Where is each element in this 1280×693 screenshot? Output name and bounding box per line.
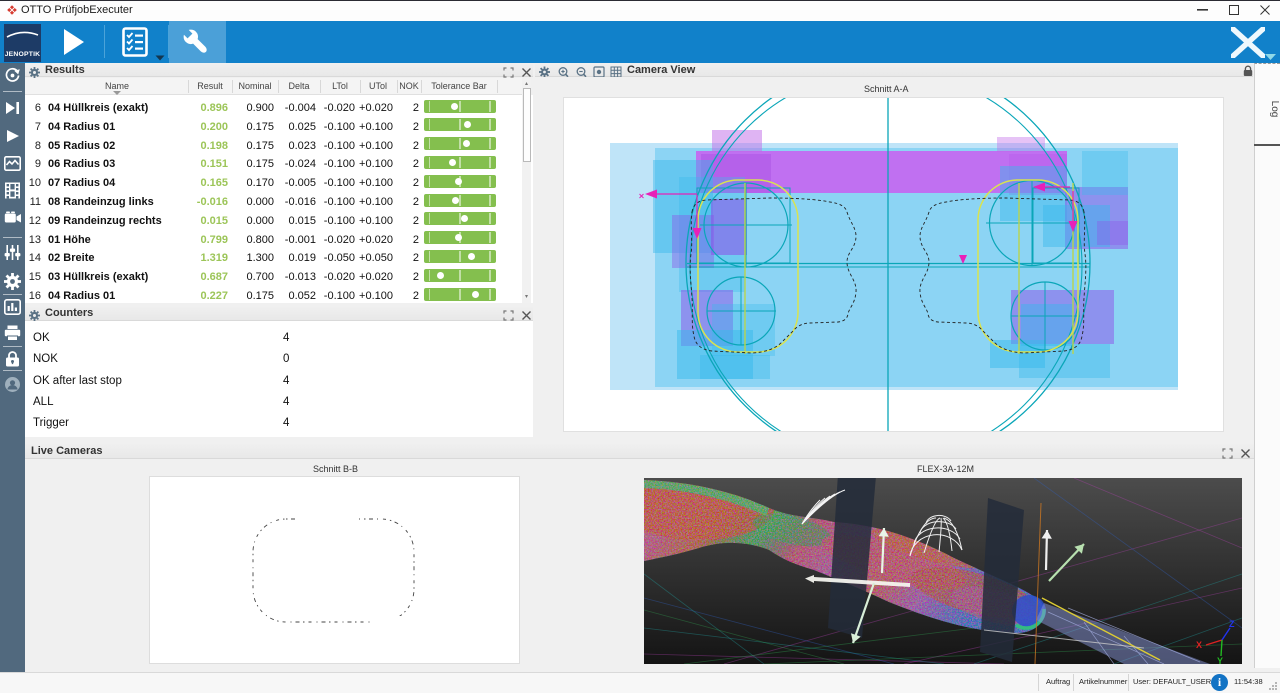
svg-text:X: X bbox=[1196, 640, 1202, 650]
svg-text:JENOPTIK: JENOPTIK bbox=[5, 51, 41, 58]
svg-text:Y: Y bbox=[1217, 656, 1223, 664]
svg-text:Z: Z bbox=[1229, 619, 1235, 629]
